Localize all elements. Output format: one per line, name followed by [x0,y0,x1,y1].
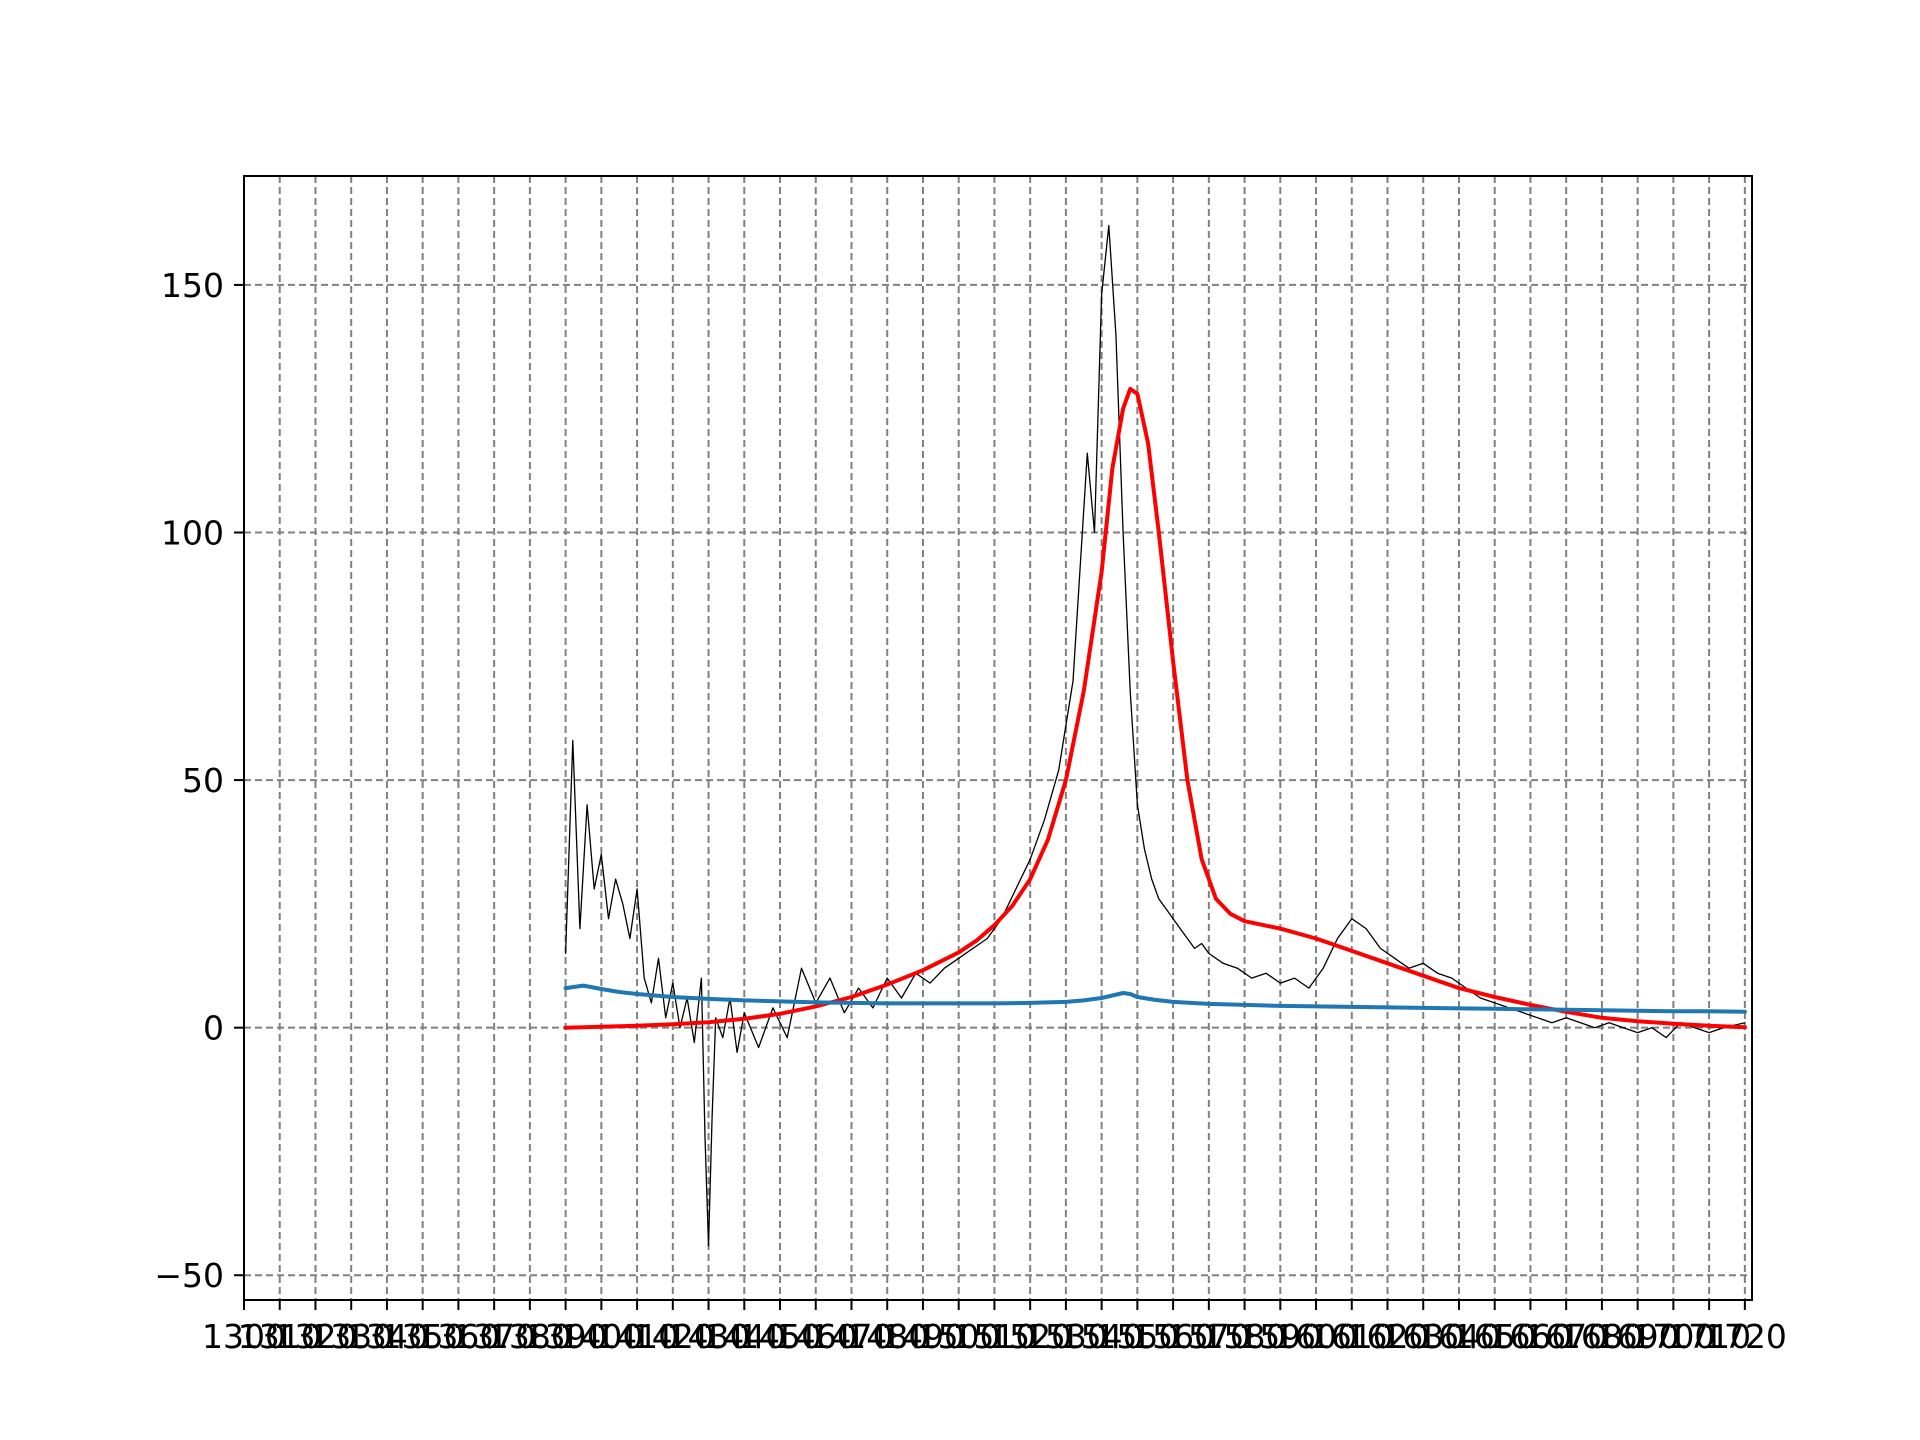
x-tick-label: 1300 [202,1317,286,1356]
x-tick-label: 1530 [1024,1317,1108,1356]
x-tick-label: 1570 [1167,1317,1251,1356]
x-tick-label: 1380 [488,1317,572,1356]
x-tick-label: 1540 [1060,1317,1144,1356]
plot-area-frame [243,175,1753,1301]
y-tick-label: 0 [203,1009,224,1048]
x-tick-label: 1310 [238,1317,322,1356]
x-tick-label: 1410 [595,1317,679,1356]
y-tick-label: 150 [161,266,224,305]
x-tick-label: 1520 [988,1317,1072,1356]
x-tick-label: 1710 [1667,1317,1751,1356]
x-tick-label: 1320 [273,1317,357,1356]
plot-series [563,224,1747,1247]
x-tick-label: 1330 [309,1317,393,1356]
x-tick-label: 1600 [1274,1317,1358,1356]
x-tick-label: 1580 [1203,1317,1287,1356]
x-tick-label: 1360 [416,1317,500,1356]
x-tick-label: 1680 [1560,1317,1644,1356]
x-tick-label: 1340 [345,1317,429,1356]
x-tick-label: 1490 [881,1317,965,1356]
x-tick-label: 1620 [1346,1317,1430,1356]
axis-tick-labels: 1300131013201330134013501360137013801390… [154,266,1787,1356]
baseline-line [563,983,1747,1014]
x-tick-label: 1350 [381,1317,465,1356]
x-tick-label: 1440 [702,1317,786,1356]
x-tick-label: 1560 [1131,1317,1215,1356]
x-tick-label: 1450 [738,1317,822,1356]
y-tick-label: 50 [182,761,224,800]
x-tick-label: 1690 [1596,1317,1680,1356]
x-tick-label: 1660 [1488,1317,1572,1356]
axis-ticks [234,283,1746,1310]
x-tick-label: 1390 [524,1317,608,1356]
x-tick-label: 1420 [631,1317,715,1356]
x-tick-label: 1430 [667,1317,751,1356]
grid [244,176,1752,1300]
x-tick-label: 1370 [452,1317,536,1356]
raw-spectrum-line [564,224,1746,1247]
x-tick-label: 1550 [1095,1317,1179,1356]
x-tick-label: 1460 [774,1317,858,1356]
x-tick-label: 1720 [1703,1317,1787,1356]
x-tick-label: 1400 [559,1317,643,1356]
x-tick-label: 1500 [917,1317,1001,1356]
x-tick-label: 1480 [845,1317,929,1356]
y-tick-label: 100 [161,514,224,553]
y-tick-label: −50 [154,1256,224,1295]
x-tick-label: 1640 [1417,1317,1501,1356]
x-tick-label: 1630 [1381,1317,1465,1356]
x-tick-label: 1590 [1238,1317,1322,1356]
x-tick-label: 1610 [1310,1317,1394,1356]
x-tick-label: 1470 [809,1317,893,1356]
x-tick-label: 1510 [952,1317,1036,1356]
x-tick-label: 1650 [1453,1317,1537,1356]
x-tick-label: 1700 [1631,1317,1715,1356]
x-tick-label: 1670 [1524,1317,1608,1356]
